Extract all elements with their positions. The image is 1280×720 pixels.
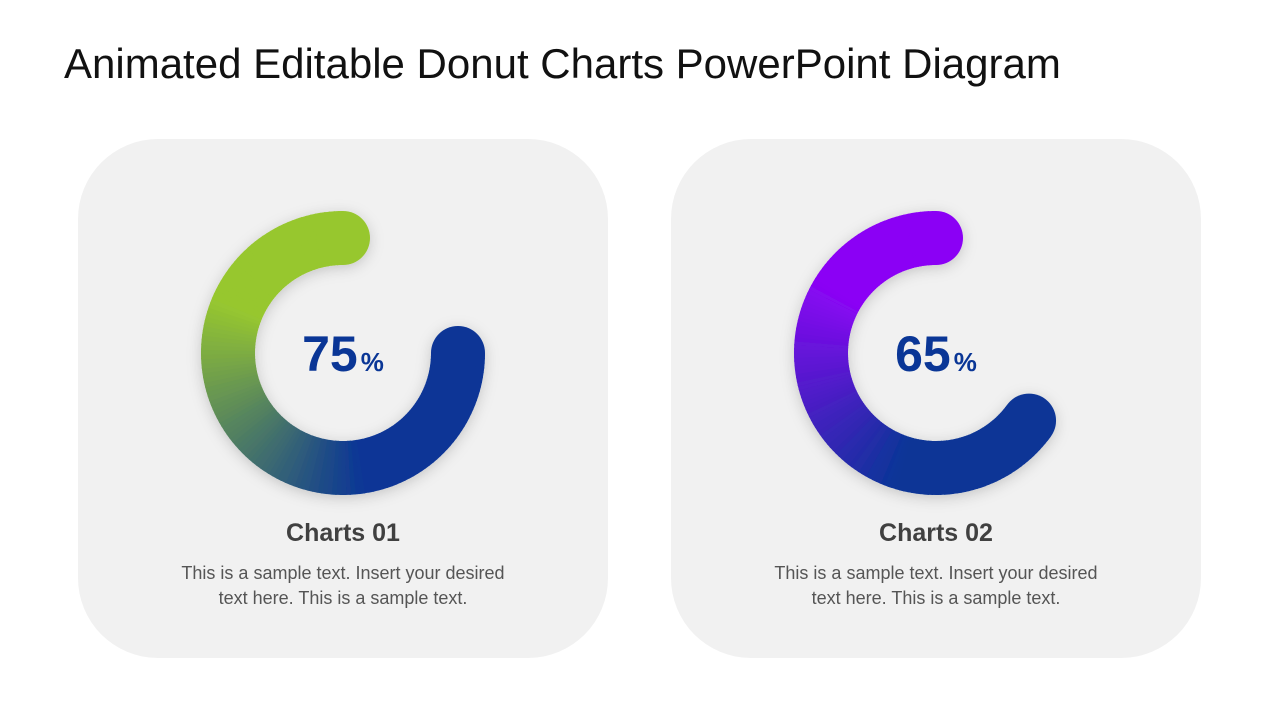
donut-chart-2: 65%	[794, 211, 1057, 495]
donut-chart-1: 75%	[201, 211, 485, 495]
chart-card-2: 65% Charts 02 This is a sample text. Ins…	[671, 139, 1201, 658]
svg-text:75%: 75%	[302, 326, 384, 382]
donut-arc-1	[201, 211, 485, 495]
card-description-2: This is a sample text. Insert your desir…	[774, 563, 1098, 608]
svg-text:65%: 65%	[895, 326, 977, 382]
percent-symbol-1: %	[361, 347, 384, 377]
chart-card-1: 75% Charts 01 This is a sample text. Ins…	[78, 139, 608, 658]
percent-value-2: 65	[895, 326, 951, 382]
percent-value-1: 75	[302, 326, 358, 382]
donut-end-cap	[909, 211, 963, 265]
slide-title: Animated Editable Donut Charts PowerPoin…	[64, 40, 1061, 87]
card-title-1: Charts 01	[286, 519, 400, 547]
card-title-2: Charts 02	[879, 519, 993, 547]
card-description-1: This is a sample text. Insert your desir…	[181, 563, 505, 608]
donut-end-cap	[316, 211, 370, 265]
percent-symbol-2: %	[954, 347, 977, 377]
donut-arc-2	[794, 211, 1057, 495]
